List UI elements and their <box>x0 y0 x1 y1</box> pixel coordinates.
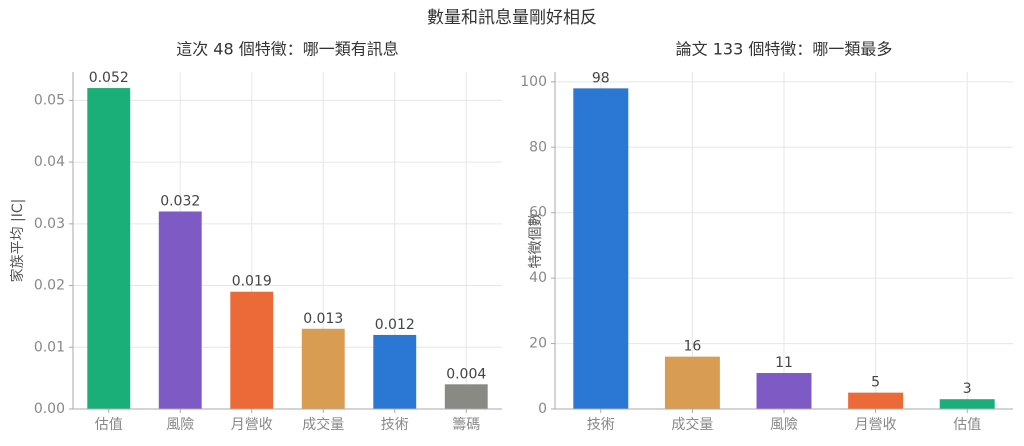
bar <box>664 356 720 409</box>
x-tick-label: 月營收 <box>231 417 273 433</box>
y-tick-label: 0.05 <box>34 92 65 108</box>
x-tick-label: 籌碼 <box>452 417 480 433</box>
value-label: 0.004 <box>446 366 486 382</box>
x-tick-label: 成交量 <box>302 416 344 433</box>
value-label: 11 <box>775 355 793 371</box>
bar <box>756 373 812 409</box>
y-tick-label: 0.03 <box>34 216 65 232</box>
x-tick-label: 技術 <box>587 417 615 433</box>
value-label: 0.012 <box>375 317 415 333</box>
x-tick-label: 技術 <box>381 417 409 433</box>
y-tick-label: 0.04 <box>34 154 65 170</box>
value-label: 0.032 <box>160 193 200 209</box>
value-label: 0.019 <box>232 274 272 290</box>
x-tick-label: 成交量 <box>671 416 713 433</box>
value-label: 5 <box>871 375 880 391</box>
bar <box>848 392 904 409</box>
y-axis-label: 特徵個數 <box>528 213 544 269</box>
y-tick-label: 0.00 <box>34 401 65 417</box>
x-tick-label: 估值 <box>95 417 123 433</box>
bar <box>939 399 995 409</box>
y-tick-label: 20 <box>529 336 547 352</box>
bar <box>158 211 202 409</box>
y-tick-label: 80 <box>529 139 547 155</box>
value-label: 0.052 <box>89 70 129 86</box>
value-label: 16 <box>683 339 701 355</box>
chart-title: 論文 133 個特徵：哪一類最多 <box>676 40 893 59</box>
bar <box>87 88 131 410</box>
x-tick-label: 風險 <box>166 417 194 433</box>
y-tick-label: 100 <box>520 74 547 90</box>
y-tick-label: 0 <box>538 401 547 417</box>
x-tick-label: 風險 <box>770 417 798 433</box>
value-label: 98 <box>592 70 610 86</box>
bar <box>373 334 417 409</box>
bar <box>444 384 488 409</box>
figure-title: 數量和訊息量剛好相反 <box>427 8 597 28</box>
y-tick-label: 40 <box>529 270 547 286</box>
bar <box>230 291 274 409</box>
chart-title: 這次 48 個特徵：哪一類有訊息 <box>176 40 399 59</box>
bar <box>573 88 629 409</box>
y-tick-label: 0.02 <box>34 278 65 294</box>
value-label: 3 <box>963 381 972 397</box>
y-tick-label: 60 <box>529 205 547 221</box>
value-label: 0.013 <box>303 311 343 327</box>
bar <box>301 328 345 409</box>
y-axis-label: 家族平均 |IC| <box>9 199 26 283</box>
x-tick-label: 估值 <box>953 417 981 433</box>
x-tick-label: 月營收 <box>855 417 897 433</box>
y-tick-label: 0.01 <box>34 339 65 355</box>
